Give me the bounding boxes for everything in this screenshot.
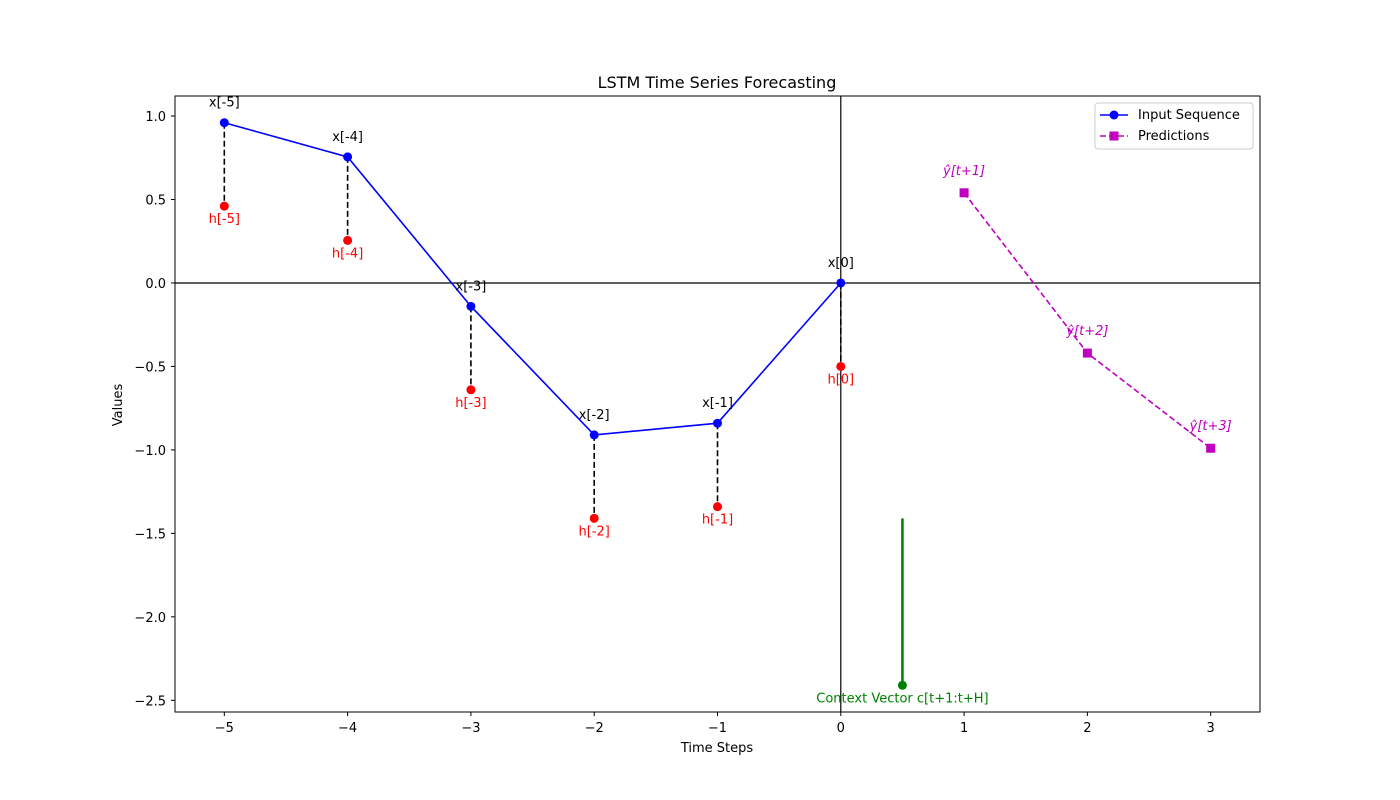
x-axis-title: Time Steps [680, 741, 754, 756]
input-sequence-line [224, 121, 842, 436]
legend-box [1094, 102, 1254, 150]
prediction-label: ŷ[t+3] [1189, 419, 1232, 434]
hidden-state-label: h[0] [827, 372, 854, 387]
input-point [589, 430, 599, 440]
hidden-state-label: h[-2] [579, 524, 610, 539]
input-point-label: x[-1] [702, 396, 733, 411]
x-tick-label: 3 [1207, 721, 1215, 736]
input-point [466, 301, 476, 311]
x-tick-label: −5 [215, 721, 234, 736]
prediction-label: ŷ[t+1] [942, 164, 985, 179]
plot-area: −5 −4 −3 −2 −1 0 1 2 3 1.0 0.5 0.0 −0.5 −1.0 −1.5 −2.0 −… [134, 95, 1261, 736]
y-tick-label: −0.5 [134, 360, 166, 375]
y-tick-label: 0.5 [145, 194, 166, 209]
x-tick-label: 2 [1083, 721, 1091, 736]
context-vector-point [897, 680, 907, 690]
prediction-point [959, 188, 969, 198]
y-tick-label: −2.0 [134, 611, 166, 626]
chart-title: LSTM Time Series Forecasting [598, 73, 837, 92]
hidden-state-point [219, 201, 229, 211]
hidden-state-label: h[-5] [209, 212, 240, 227]
y-tick-label: −1.0 [134, 444, 166, 459]
hidden-state-label: h[-1] [702, 513, 733, 528]
hidden-state-point [836, 361, 846, 371]
x-tick-label: −3 [461, 721, 480, 736]
hidden-state-point [713, 502, 722, 512]
context-vector-label: Context Vector c[t+1:t+H] [816, 691, 988, 706]
input-point [343, 152, 353, 162]
x-tick-label: 1 [960, 721, 968, 736]
legend-marker-predictions [1109, 131, 1119, 141]
prediction-point [1206, 443, 1216, 453]
hidden-state-point [589, 513, 599, 523]
hidden-state-label: h[-3] [455, 396, 486, 411]
input-point-label: x[0] [828, 256, 854, 271]
x-tick-label: −4 [338, 721, 357, 736]
input-point [836, 278, 846, 288]
input-point-label: x[-2] [579, 408, 610, 423]
legend-label-predictions: Predictions [1138, 129, 1210, 144]
predictions-line [963, 192, 1212, 449]
hidden-state-label: h[-4] [332, 246, 363, 261]
y-tick-label: 0.0 [145, 277, 166, 292]
input-point-label: x[-4] [332, 130, 363, 145]
legend-marker-input [1109, 110, 1119, 120]
x-tick-label: 0 [837, 721, 845, 736]
y-axis-title: Values [111, 384, 126, 427]
input-point-label: x[-3] [456, 279, 487, 294]
x-tick-label: −2 [585, 721, 604, 736]
input-point [713, 418, 722, 428]
x-tick-label: −1 [708, 721, 727, 736]
y-tick-label: −1.5 [134, 527, 166, 542]
prediction-label: ŷ[t+2] [1065, 324, 1108, 339]
input-point [219, 118, 229, 128]
prediction-point [1082, 348, 1092, 358]
y-tick-label: 1.0 [145, 110, 166, 125]
legend: Input Sequence Predictions [1094, 102, 1254, 150]
hidden-state-point [466, 385, 476, 395]
hidden-state-point [343, 235, 353, 245]
input-point-label: x[-5] [209, 96, 240, 111]
y-tick-label: −2.5 [134, 694, 166, 709]
legend-label-input: Input Sequence [1138, 108, 1240, 123]
